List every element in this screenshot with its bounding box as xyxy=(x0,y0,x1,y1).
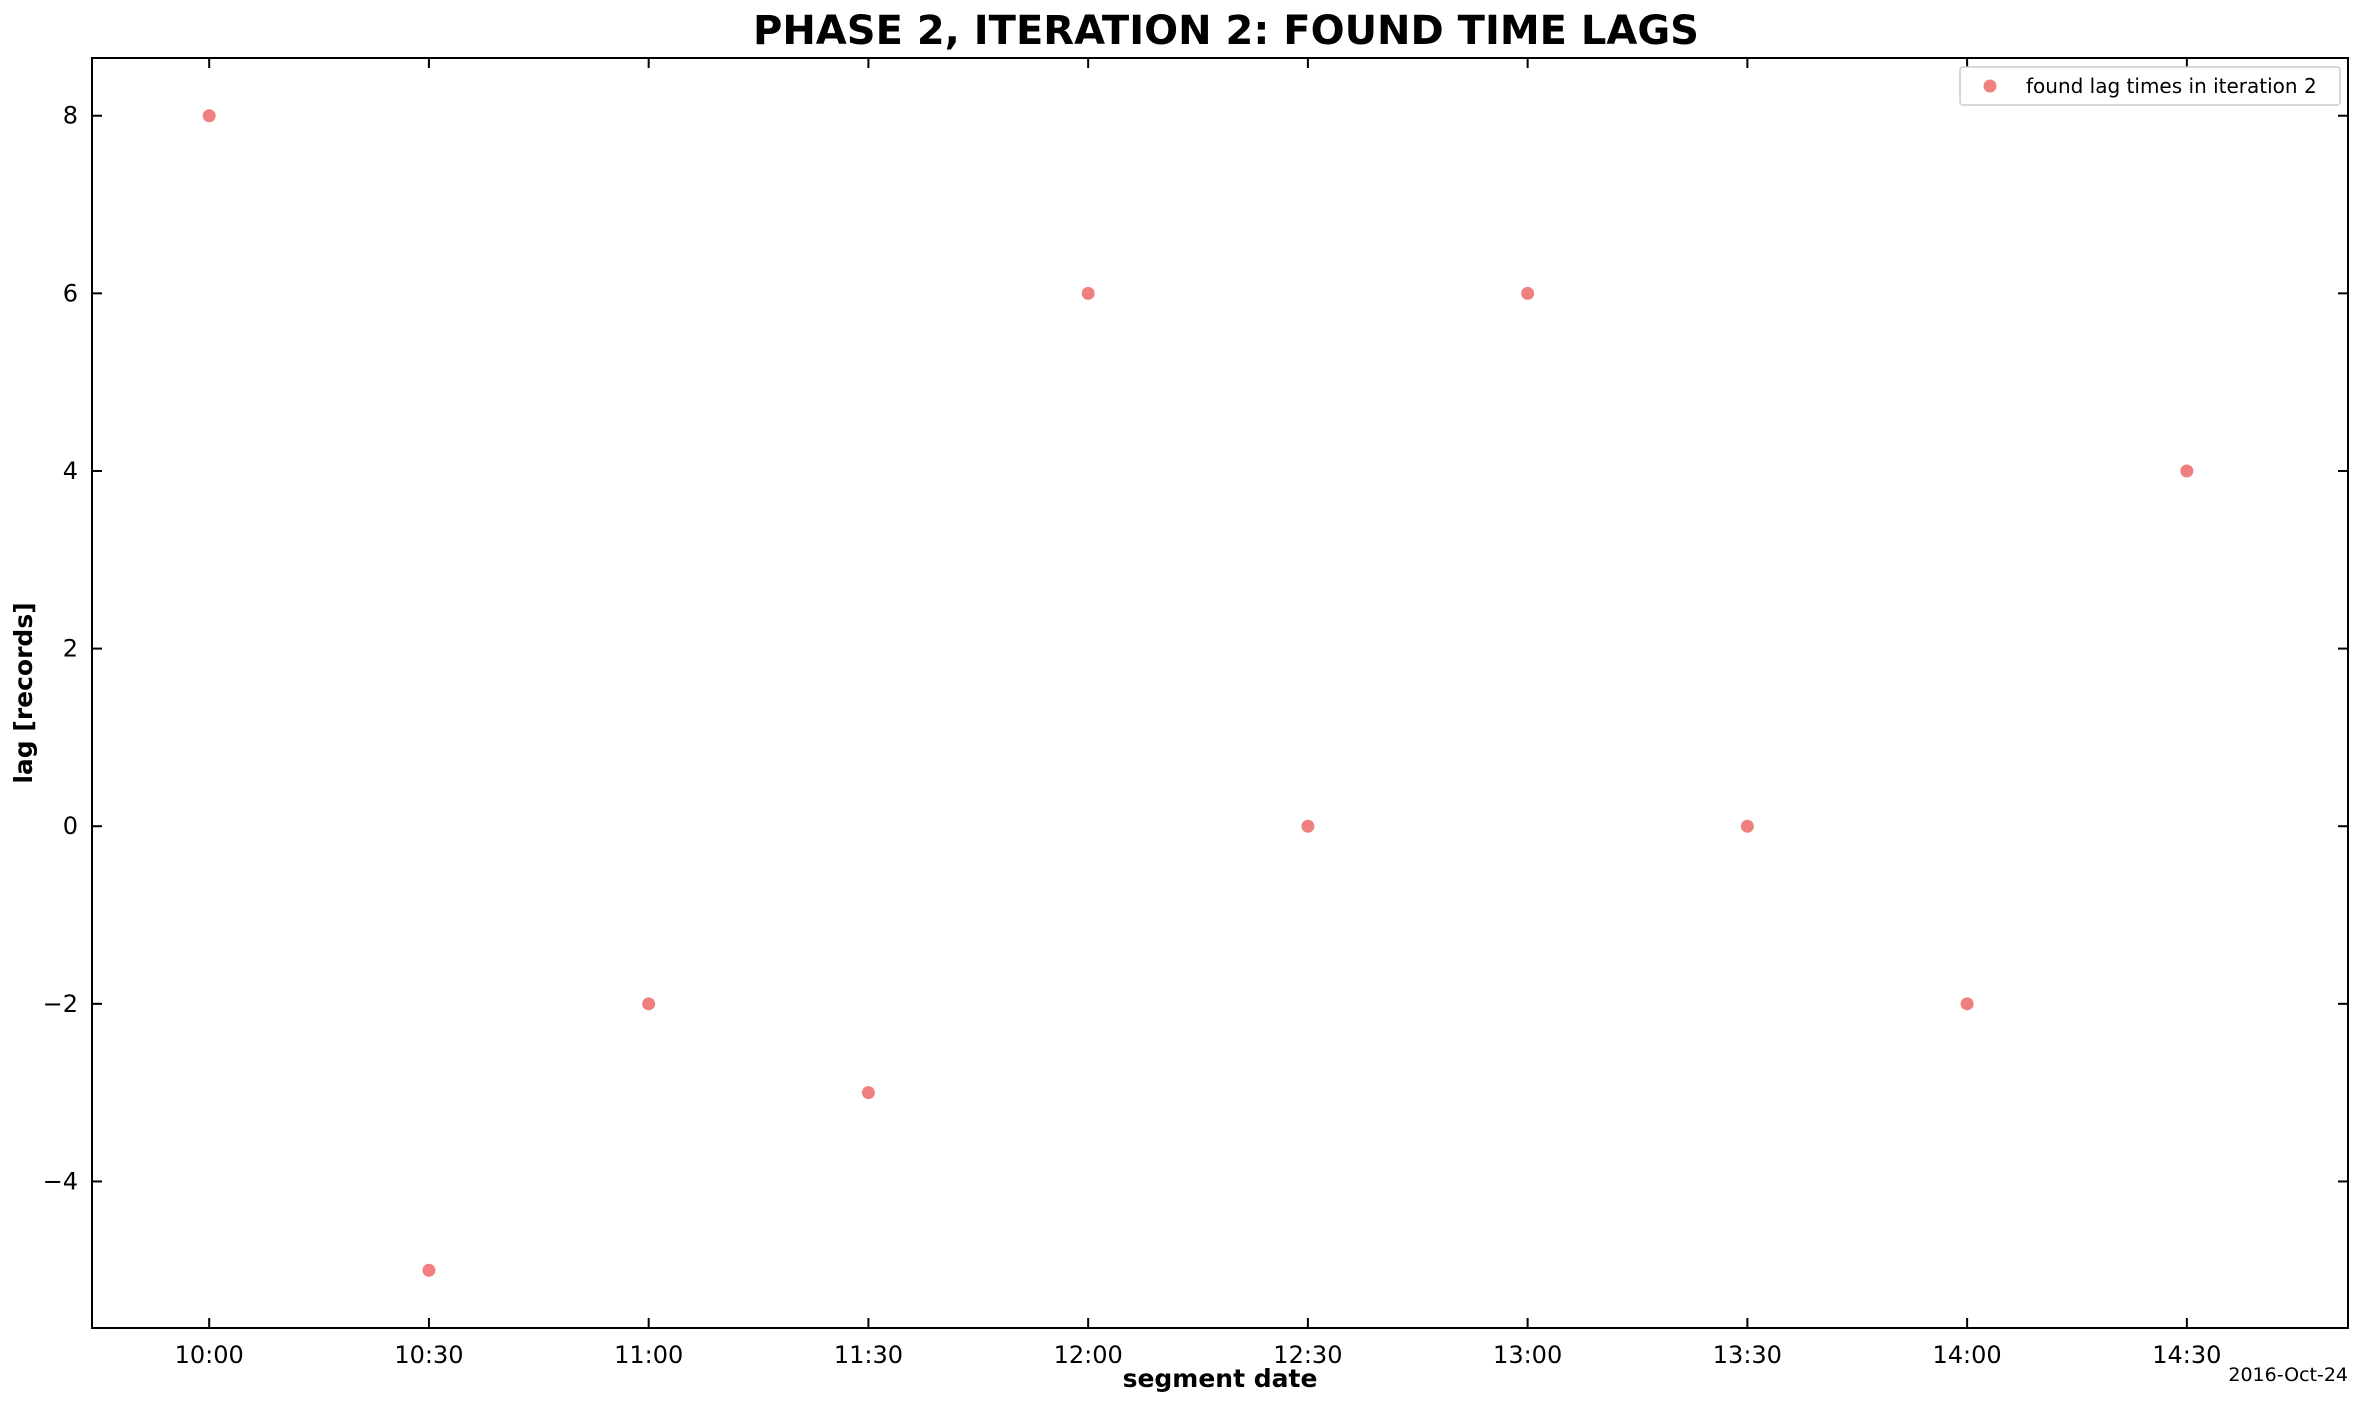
data-point xyxy=(1521,286,1535,300)
x-tick-label: 13:00 xyxy=(1493,1341,1562,1369)
y-tick-label: 4 xyxy=(63,457,78,485)
x-tick-label: 11:30 xyxy=(834,1341,903,1369)
x-tick-label: 14:00 xyxy=(1933,1341,2002,1369)
plot-area-frame xyxy=(91,57,2349,1329)
x-tick-label: 14:30 xyxy=(2152,1341,2221,1369)
y-tick-label: 8 xyxy=(63,102,78,130)
x-tick-label: 13:30 xyxy=(1713,1341,1782,1369)
y-tick-label: −2 xyxy=(43,990,78,1018)
chart-title: PHASE 2, ITERATION 2: FOUND TIME LAGS xyxy=(753,8,1699,54)
legend: found lag times in iteration 2 xyxy=(1959,66,2341,106)
legend-marker xyxy=(1983,79,1997,93)
data-point xyxy=(1301,819,1315,833)
x-tick-label: 11:00 xyxy=(614,1341,683,1369)
data-point xyxy=(422,1263,436,1277)
y-axis-ticks: −4 −2 0 2 4 6 8 xyxy=(43,102,2348,1195)
data-point xyxy=(2180,464,2194,478)
data-point xyxy=(642,997,656,1011)
y-tick-label: −4 xyxy=(43,1167,78,1195)
x-tick-label: 10:00 xyxy=(175,1341,244,1369)
data-point xyxy=(1081,286,1095,300)
data-point xyxy=(1740,819,1754,833)
y-tick-label: 6 xyxy=(63,279,78,307)
data-point xyxy=(1960,997,1974,1011)
data-point xyxy=(202,109,216,123)
y-axis-label: lag [records] xyxy=(9,602,38,783)
legend-label: found lag times in iteration 2 xyxy=(2026,74,2317,98)
x-tick-label: 12:30 xyxy=(1273,1341,1342,1369)
y-tick-label: 2 xyxy=(63,635,78,663)
legend-box xyxy=(1959,66,2341,106)
x-axis-ticks: 10:00 10:30 11:00 11:30 12:00 12:30 13:00 13:30… xyxy=(175,58,2221,1369)
data-point xyxy=(861,1086,875,1100)
y-tick-label: 0 xyxy=(63,812,78,840)
x-axis-label: segment date xyxy=(1123,1364,1318,1393)
data-points xyxy=(202,109,2194,1277)
x-tick-label: 12:00 xyxy=(1054,1341,1123,1369)
date-offset-label: 2016-Oct-24 xyxy=(2228,1364,2348,1386)
x-tick-label: 10:30 xyxy=(394,1341,463,1369)
